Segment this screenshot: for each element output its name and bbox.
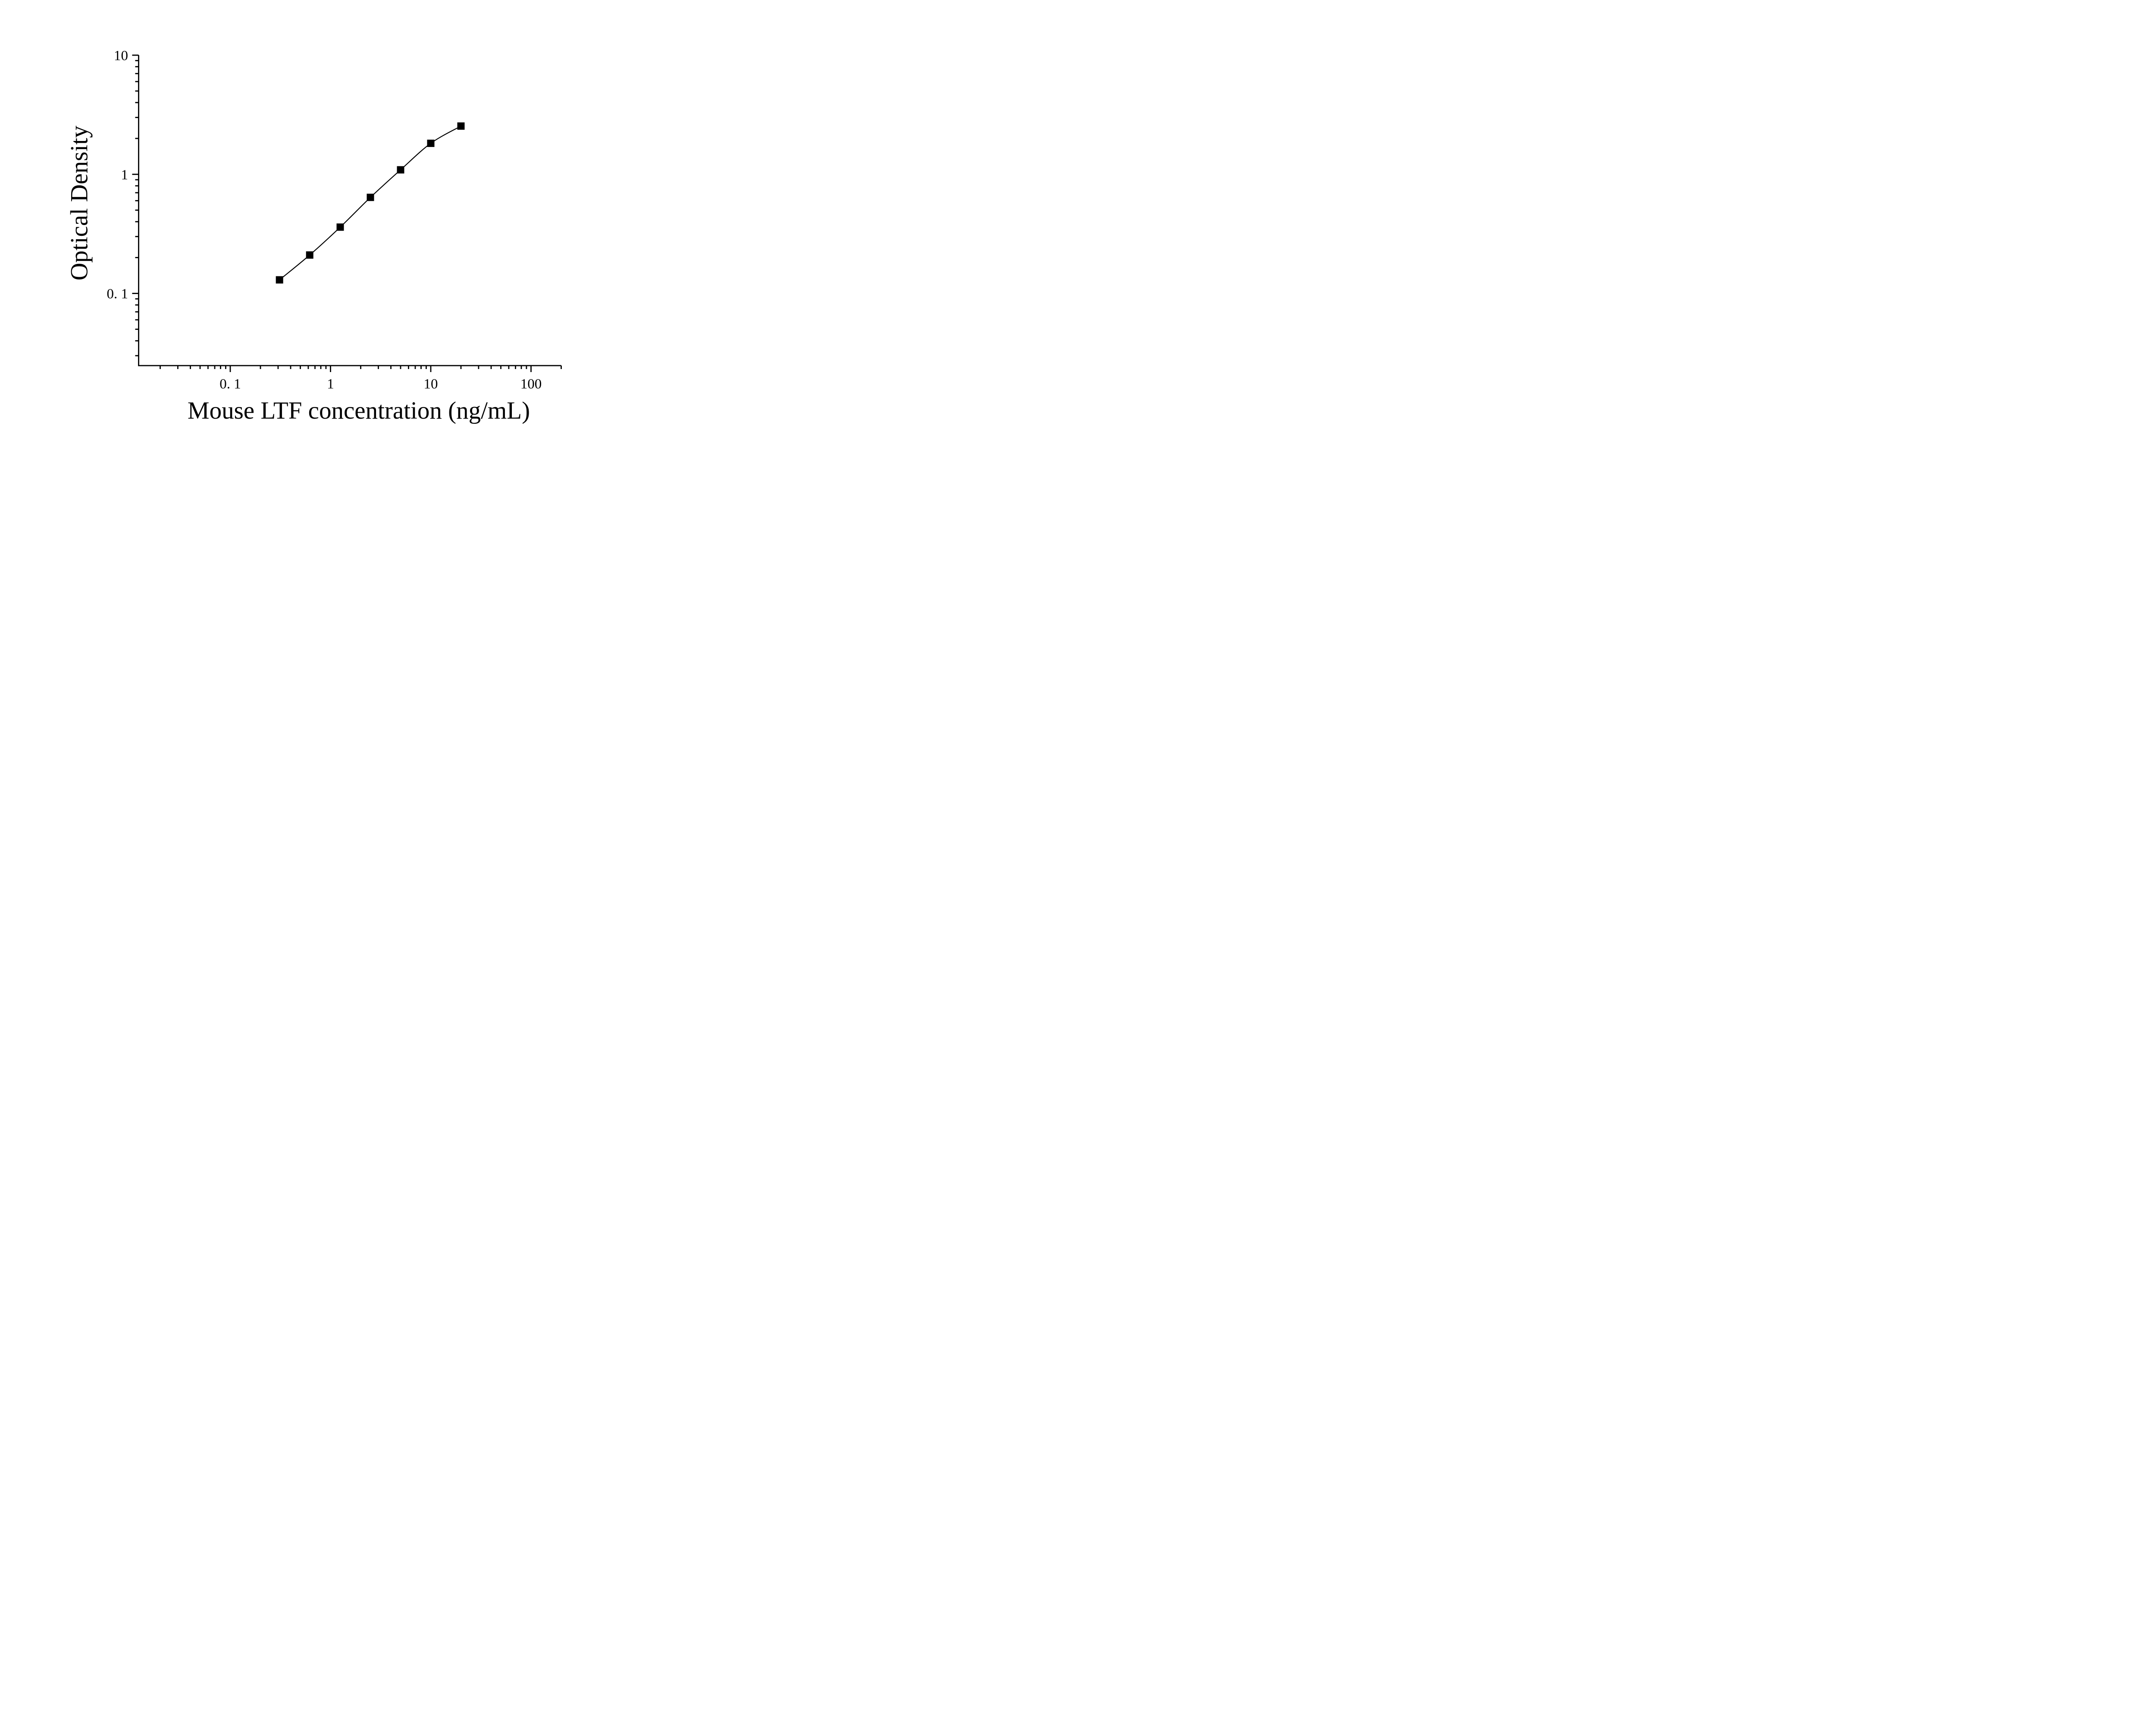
x-tick-label: 100 [520, 376, 542, 392]
data-point-marker [457, 122, 465, 130]
plot-area: 10 1 0. 1 0. 1 1 10 100 [107, 48, 562, 392]
elisa-standard-curve-figure: 10 1 0. 1 0. 1 1 10 100 Optical Density Mouse … [0, 0, 620, 433]
y-tick-label: 1 [121, 167, 128, 183]
y-tick-label: 10 [114, 48, 128, 64]
x-axis-title: Mouse LTF concentration (ng/mL) [188, 397, 530, 424]
axis-spine [138, 55, 561, 366]
chart: 10 1 0. 1 0. 1 1 10 100 Optical Density Mouse … [66, 48, 562, 424]
y-tick-label: 0. 1 [107, 286, 128, 302]
x-tick-label: 10 [424, 376, 438, 392]
data-point-marker [367, 194, 374, 201]
x-tick-label: 0. 1 [219, 376, 241, 392]
data-point-marker [427, 139, 435, 147]
y-axis-title: Optical Density [66, 125, 93, 281]
data-point-marker [336, 223, 344, 231]
data-series [276, 122, 465, 284]
data-point-marker [276, 276, 283, 284]
data-point-marker [306, 251, 313, 259]
x-tick-label: 1 [327, 376, 334, 392]
data-point-marker [397, 166, 404, 174]
